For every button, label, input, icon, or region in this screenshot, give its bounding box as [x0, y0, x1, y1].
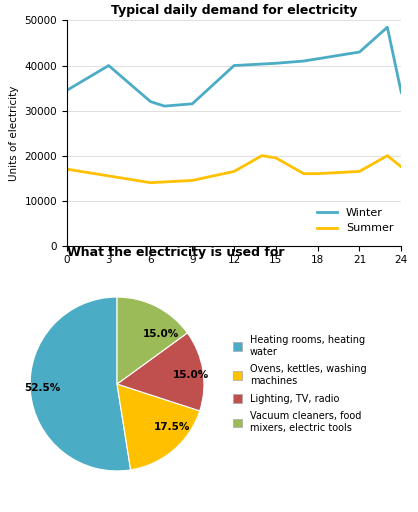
- Summer: [190, 177, 195, 183]
- Summer: [385, 153, 390, 159]
- Summer: [301, 170, 306, 177]
- Summer: [64, 166, 69, 172]
- Winter: [232, 62, 237, 69]
- Summer: [399, 164, 404, 170]
- Wedge shape: [117, 384, 200, 470]
- Text: 17.5%: 17.5%: [154, 422, 190, 432]
- Summer: [273, 155, 278, 161]
- Winter: [399, 90, 404, 96]
- Title: Typical daily demand for electricity: Typical daily demand for electricity: [111, 4, 357, 16]
- Line: Winter: Winter: [67, 27, 401, 106]
- Winter: [148, 98, 153, 104]
- Y-axis label: Units of electricity: Units of electricity: [9, 86, 19, 181]
- Wedge shape: [117, 297, 187, 384]
- Legend: Heating rooms, heating
water, Ovens, kettles, washing
machines, Lighting, TV, ra: Heating rooms, heating water, Ovens, ket…: [231, 333, 369, 435]
- Winter: [106, 62, 111, 69]
- Legend: Winter, Summer: Winter, Summer: [315, 206, 396, 236]
- Winter: [301, 58, 306, 64]
- Summer: [148, 180, 153, 186]
- Winter: [315, 56, 320, 62]
- Summer: [315, 170, 320, 177]
- Winter: [190, 101, 195, 107]
- Summer: [357, 168, 362, 175]
- Summer: [232, 168, 237, 175]
- Text: What the electricity is used for: What the electricity is used for: [67, 246, 284, 259]
- Winter: [162, 103, 167, 109]
- Line: Summer: Summer: [67, 156, 401, 183]
- Winter: [357, 49, 362, 55]
- Winter: [385, 24, 390, 30]
- Text: 52.5%: 52.5%: [24, 383, 61, 393]
- Wedge shape: [117, 333, 204, 411]
- Winter: [64, 87, 69, 93]
- Winter: [273, 60, 278, 67]
- Summer: [106, 173, 111, 179]
- Summer: [260, 153, 265, 159]
- Text: 15.0%: 15.0%: [173, 370, 209, 380]
- Wedge shape: [30, 297, 131, 471]
- Text: 15.0%: 15.0%: [143, 329, 179, 338]
